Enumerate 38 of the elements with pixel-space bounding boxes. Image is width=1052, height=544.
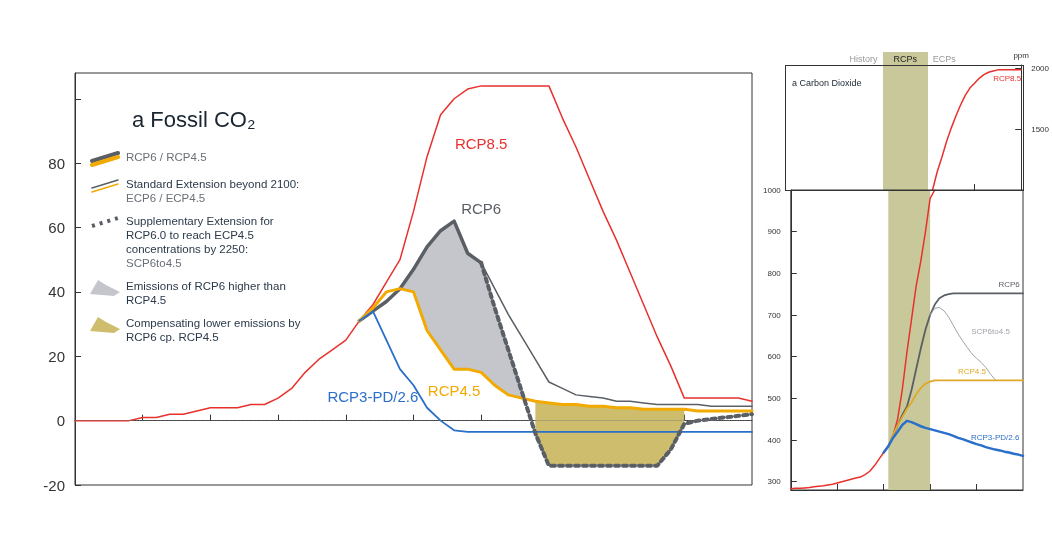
y-tick-label: 400 — [767, 435, 782, 445]
series-label: SCP6to4.5 — [971, 326, 1011, 336]
series-label: RCP3-PD/2.6 — [327, 387, 419, 405]
y-tick-label: -20 — [43, 476, 65, 494]
series-label: RCP8.5 — [993, 73, 1022, 83]
y-tick-label: 80 — [48, 154, 65, 172]
y-tick-label: 300 — [767, 477, 782, 487]
y-tick-label: 1500 — [1031, 124, 1050, 134]
text: History — [849, 53, 878, 65]
y-tick-label: 20 — [48, 347, 65, 365]
y-tick-label: 500 — [767, 393, 782, 403]
y-tick-label: 40 — [48, 283, 65, 301]
annotation: Compensating lower emissions by RCP6 cp. RCP4.5 — [126, 316, 302, 344]
series-label: RCP6 — [998, 279, 1021, 289]
y-axis-title: ppm — [1013, 50, 1030, 60]
annotation: Supplementary Extension for RCP6.0 to reach ECP4.5 concentrations by 2250: — [126, 214, 275, 256]
annotation: Standard Extension beyond 2100: — [126, 177, 301, 191]
annotation: ECP6 / ECP4.5 — [126, 191, 207, 205]
text: ECPs — [932, 53, 956, 65]
annotation: SCP6to4.5 — [126, 256, 183, 270]
y-tick-label: 0 — [56, 412, 65, 430]
annotation: RCP6 / RCP4.5 — [126, 150, 208, 164]
series-label: RCP6 — [461, 199, 502, 217]
series-label: RCP3-PD/2.6 — [970, 433, 1020, 442]
series-label: RCP4.5 — [957, 366, 987, 376]
series-label: RCP8.5 — [454, 135, 508, 153]
series-label: RCP4.5 — [427, 381, 481, 399]
y-tick-label: 800 — [767, 268, 782, 278]
text: a Fossil CO₂ — [132, 106, 256, 132]
y-tick-label: 600 — [767, 352, 782, 362]
y-tick-label: 700 — [767, 310, 782, 320]
y-tick-label: 1000 — [763, 185, 782, 195]
annotation: Emissions of RCP6 higher than RCP4.5 — [126, 279, 287, 307]
y-tick-label: 2000 — [1031, 64, 1050, 74]
y-tick-label: 900 — [767, 227, 782, 237]
text: a Carbon Dioxide — [792, 78, 863, 90]
y-tick-label: 60 — [48, 219, 65, 236]
text: RCPs — [893, 53, 917, 65]
